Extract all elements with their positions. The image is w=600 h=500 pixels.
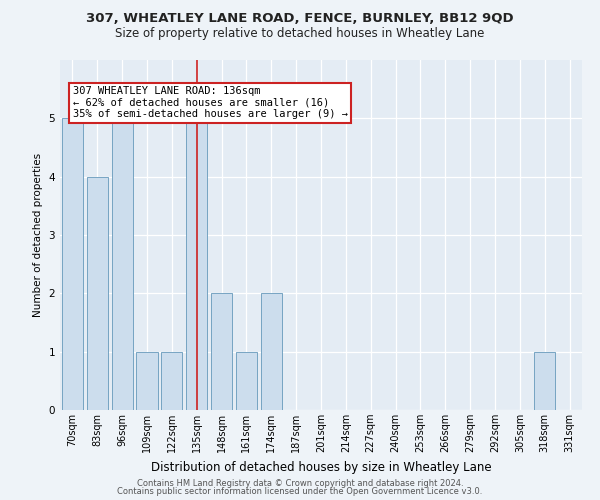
Bar [236,352,257,410]
Text: 307, WHEATLEY LANE ROAD, FENCE, BURNLEY, BB12 9QD: 307, WHEATLEY LANE ROAD, FENCE, BURNLEY,… [86,12,514,26]
Text: Size of property relative to detached houses in Wheatley Lane: Size of property relative to detached ho… [115,28,485,40]
Text: Contains HM Land Registry data © Crown copyright and database right 2024.: Contains HM Land Registry data © Crown c… [137,478,463,488]
Text: Contains public sector information licensed under the Open Government Licence v3: Contains public sector information licen… [118,487,482,496]
Bar [211,294,232,410]
Bar [161,352,182,410]
Bar [112,118,133,410]
Bar [87,176,108,410]
Bar [261,294,282,410]
Bar [136,352,158,410]
Y-axis label: Number of detached properties: Number of detached properties [33,153,43,317]
Bar [534,352,555,410]
X-axis label: Distribution of detached houses by size in Wheatley Lane: Distribution of detached houses by size … [151,460,491,473]
Bar [186,118,207,410]
Bar [62,118,83,410]
Text: 307 WHEATLEY LANE ROAD: 136sqm
← 62% of detached houses are smaller (16)
35% of : 307 WHEATLEY LANE ROAD: 136sqm ← 62% of … [73,86,347,120]
